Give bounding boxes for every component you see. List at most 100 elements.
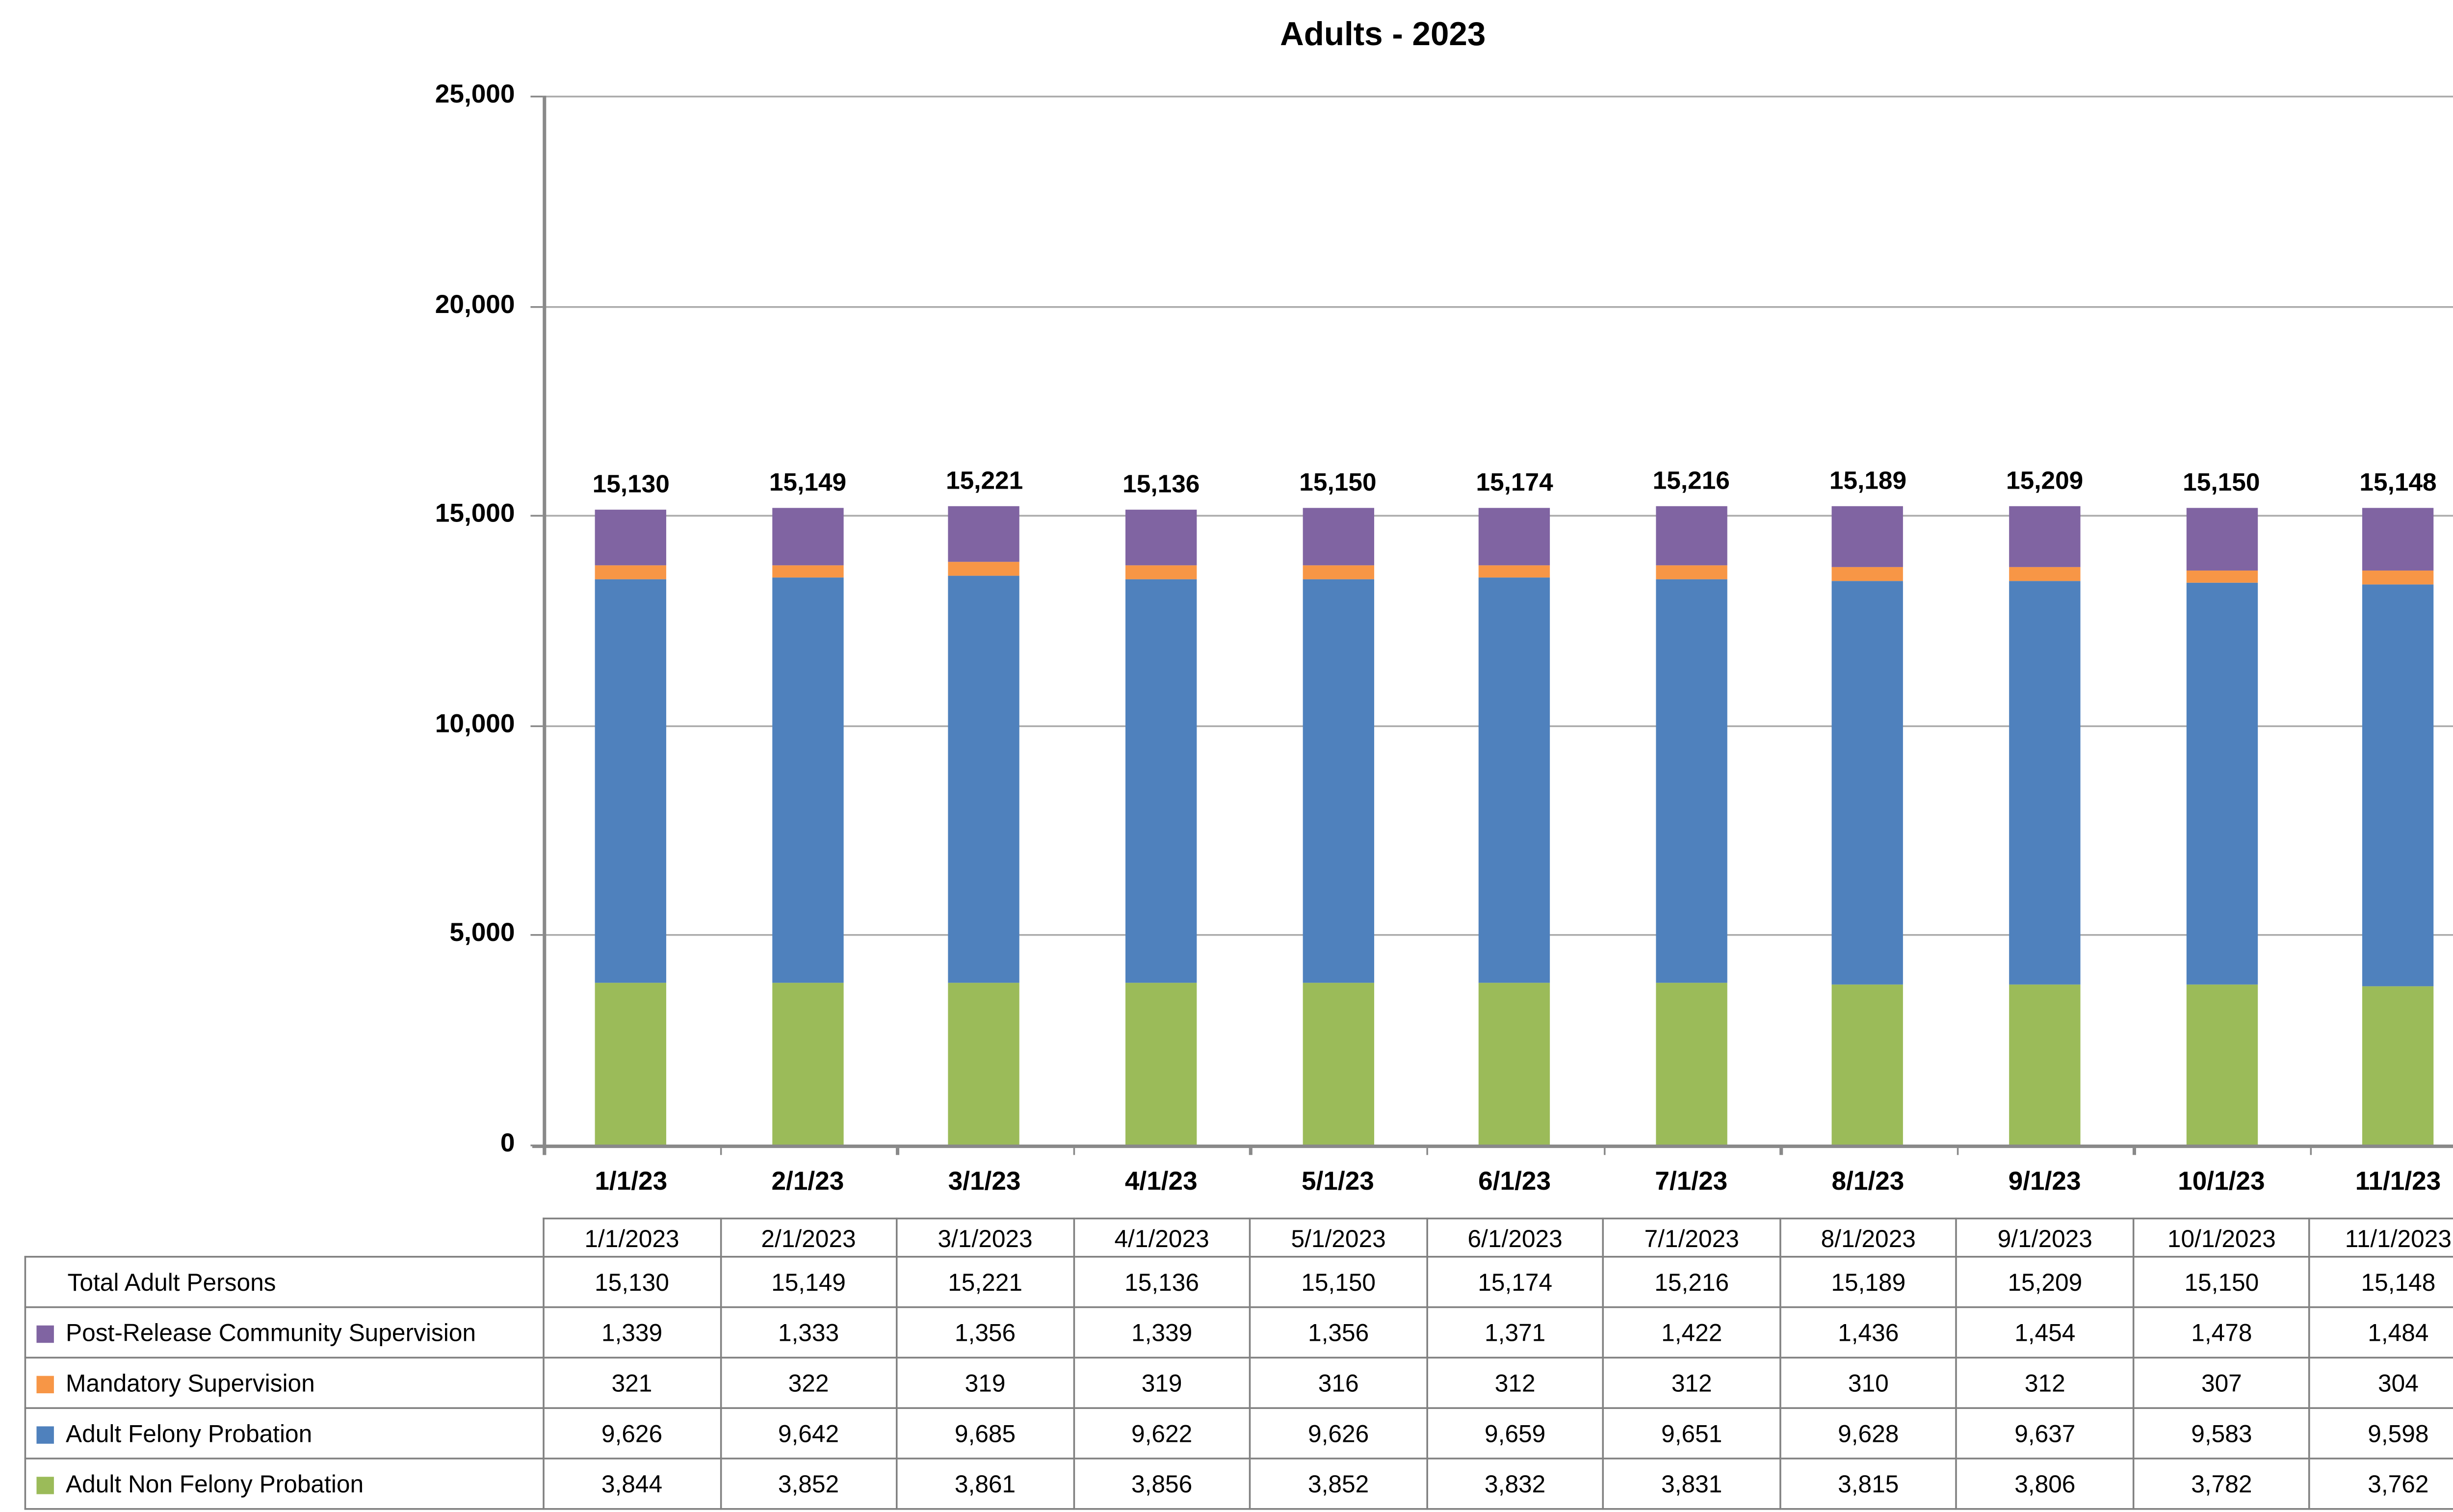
- bar-segment-adult-felony-probation-11-1-23: [2362, 583, 2434, 987]
- cell-post-release-community-supervision-7: 1,422: [1602, 1307, 1781, 1359]
- cell-post-release-community-supervision-8: 1,436: [1779, 1307, 1958, 1359]
- x-axis-tick-9: [2133, 1147, 2136, 1155]
- y-axis-tick-20000: [530, 305, 543, 307]
- cell-total-adult-persons-6: 15,174: [1426, 1256, 1604, 1309]
- table-row-total-adult-persons: Total Adult Persons 15,130 15,149 15,221 15,…: [24, 1256, 2453, 1309]
- gridline-25000: [543, 96, 2453, 98]
- table-header-date-3: 3/1/2023: [896, 1218, 1074, 1258]
- legend-swatch-adult-non-felony-probation: [36, 1477, 54, 1495]
- cell-mandatory-supervision-11: 304: [2309, 1357, 2453, 1410]
- gridline-20000: [543, 305, 2453, 307]
- x-axis-label-3-1-23: 3/1/23: [948, 1167, 1021, 1197]
- bar-segment-post-release-community-supervision-9-1-23: [2009, 506, 2081, 568]
- table-corner-cell: [25, 1219, 544, 1257]
- bar-total-label-3-1-23: 15,221: [945, 467, 1023, 495]
- table-row-mandatory-supervision: Mandatory Supervision 321 322 319 319 316 312 3…: [24, 1357, 2453, 1410]
- cell-adult-non-felony-probation-1: 3,844: [543, 1458, 721, 1511]
- bar-total-label-6-1-23: 15,174: [1476, 469, 1553, 497]
- bar-segment-adult-felony-probation-4-1-23: [1125, 578, 1197, 982]
- legend-swatch-post-release-community-supervision: [36, 1326, 54, 1344]
- cell-adult-felony-probation-4: 9,622: [1072, 1408, 1251, 1460]
- x-axis-label-2-1-23: 2/1/23: [771, 1167, 844, 1197]
- cell-total-adult-persons-5: 15,150: [1249, 1256, 1428, 1309]
- y-axis-tick-5000: [530, 934, 543, 936]
- bar-segment-post-release-community-supervision-6-1-23: [1479, 507, 1550, 565]
- table-header-date-11: 11/1/2023: [2309, 1218, 2453, 1258]
- row-label-adult-felony-probation: Adult Felony Probation: [24, 1408, 545, 1460]
- bar-segment-adult-felony-probation-3-1-23: [948, 575, 1020, 982]
- bar-segment-post-release-community-supervision-4-1-23: [1125, 509, 1197, 566]
- bar-segment-mandatory-supervision-4-1-23: [1125, 565, 1197, 579]
- bar-segment-adult-felony-probation-7-1-23: [1655, 578, 1727, 984]
- table-header-date-6: 6/1/2023: [1426, 1218, 1604, 1258]
- x-axis-label-7-1-23: 7/1/23: [1655, 1167, 1728, 1197]
- bar-segment-adult-non-felony-probation-5-1-23: [1302, 982, 1374, 1144]
- cell-mandatory-supervision-4: 319: [1072, 1357, 1251, 1410]
- cell-post-release-community-supervision-6: 1,371: [1426, 1307, 1604, 1359]
- bar-segment-adult-non-felony-probation-4-1-23: [1125, 982, 1197, 1144]
- y-axis-label-5000: 5,000: [449, 918, 515, 948]
- cell-total-adult-persons-1: 15,130: [543, 1256, 721, 1309]
- bar-total-label-10-1-23: 15,150: [2183, 470, 2260, 498]
- bar-segment-mandatory-supervision-2-1-23: [772, 564, 844, 578]
- cell-mandatory-supervision-5: 316: [1249, 1357, 1428, 1410]
- cell-mandatory-supervision-7: 312: [1602, 1357, 1781, 1410]
- bar-segment-adult-felony-probation-9-1-23: [2009, 580, 2081, 985]
- chart-title: Adults - 2023: [1280, 17, 1486, 54]
- x-axis-tick-3: [1072, 1147, 1076, 1155]
- cell-mandatory-supervision-10: 307: [2132, 1357, 2311, 1410]
- bar-segment-mandatory-supervision-6-1-23: [1479, 565, 1550, 578]
- bar-segment-adult-non-felony-probation-6-1-23: [1479, 983, 1550, 1144]
- cell-adult-felony-probation-8: 9,628: [1779, 1408, 1958, 1460]
- legend-swatch-adult-felony-probation: [36, 1427, 54, 1445]
- cell-adult-felony-probation-2: 9,642: [719, 1408, 898, 1460]
- bar-total-label-1-1-23: 15,130: [592, 471, 670, 499]
- bar-total-label-11-1-23: 15,148: [2359, 470, 2437, 498]
- cell-total-adult-persons-3: 15,221: [896, 1256, 1074, 1309]
- table-row-adult-non-felony-probation: Adult Non Felony Probation 3,844 3,852 3,86…: [24, 1458, 2453, 1511]
- x-axis-line: [532, 1144, 2453, 1147]
- bar-segment-mandatory-supervision-3-1-23: [948, 562, 1020, 576]
- cell-post-release-community-supervision-10: 1,478: [2132, 1307, 2311, 1359]
- table-header-date-8: 8/1/2023: [1779, 1218, 1958, 1258]
- cell-post-release-community-supervision-1: 1,339: [543, 1307, 721, 1359]
- table-header-row: 1/1/2023 2/1/2023 3/1/2023 4/1/2023 5/1/2023…: [25, 1218, 2453, 1258]
- y-axis-label-10000: 10,000: [435, 708, 515, 739]
- table-header-date-9: 9/1/2023: [1956, 1218, 2135, 1258]
- bar-segment-mandatory-supervision-11-1-23: [2362, 571, 2434, 584]
- bar-segment-adult-non-felony-probation-7-1-23: [1655, 983, 1727, 1144]
- cell-adult-felony-probation-3: 9,685: [896, 1408, 1074, 1460]
- x-axis-label-1-1-23: 1/1/23: [595, 1167, 668, 1197]
- bar-segment-adult-non-felony-probation-1-1-23: [595, 983, 667, 1144]
- x-axis-label-8-1-23: 8/1/23: [1831, 1167, 1905, 1197]
- y-axis-tick-25000: [530, 96, 543, 98]
- cell-adult-non-felony-probation-2: 3,852: [719, 1458, 898, 1511]
- cell-adult-non-felony-probation-6: 3,832: [1426, 1458, 1604, 1511]
- x-axis-tick-6: [1603, 1147, 1606, 1155]
- bar-segment-adult-felony-probation-2-1-23: [772, 578, 844, 983]
- x-axis-label-9-1-23: 9/1/23: [2008, 1167, 2081, 1197]
- cell-post-release-community-supervision-11: 1,484: [2309, 1307, 2453, 1359]
- bar-segment-adult-felony-probation-8-1-23: [1832, 580, 1904, 984]
- bar-total-label-9-1-23: 15,209: [2006, 468, 2084, 496]
- cell-adult-non-felony-probation-5: 3,852: [1249, 1458, 1428, 1511]
- row-label-total-adult-persons: Total Adult Persons: [24, 1256, 545, 1309]
- x-axis-tick-2: [896, 1147, 899, 1155]
- cell-adult-felony-probation-7: 9,651: [1602, 1408, 1781, 1460]
- cell-total-adult-persons-11: 15,148: [2309, 1256, 2453, 1309]
- bar-total-label-5-1-23: 15,150: [1299, 470, 1377, 498]
- bar-segment-post-release-community-supervision-11-1-23: [2362, 508, 2434, 571]
- y-axis-label-25000: 25,000: [435, 80, 515, 110]
- bar-segment-mandatory-supervision-5-1-23: [1302, 565, 1374, 579]
- cell-adult-felony-probation-11: 9,598: [2309, 1408, 2453, 1460]
- y-axis-line: [543, 96, 547, 1154]
- table-header-date-4: 4/1/2023: [1072, 1218, 1251, 1258]
- cell-mandatory-supervision-6: 312: [1426, 1357, 1604, 1410]
- cell-adult-felony-probation-9: 9,637: [1956, 1408, 2135, 1460]
- x-axis-label-6-1-23: 6/1/23: [1478, 1167, 1551, 1197]
- table-row-post-release-community-supervision: Post-Release Community Supervision 1,339 1…: [24, 1307, 2453, 1359]
- cell-mandatory-supervision-8: 310: [1779, 1357, 1958, 1410]
- bar-total-label-7-1-23: 15,216: [1652, 468, 1730, 495]
